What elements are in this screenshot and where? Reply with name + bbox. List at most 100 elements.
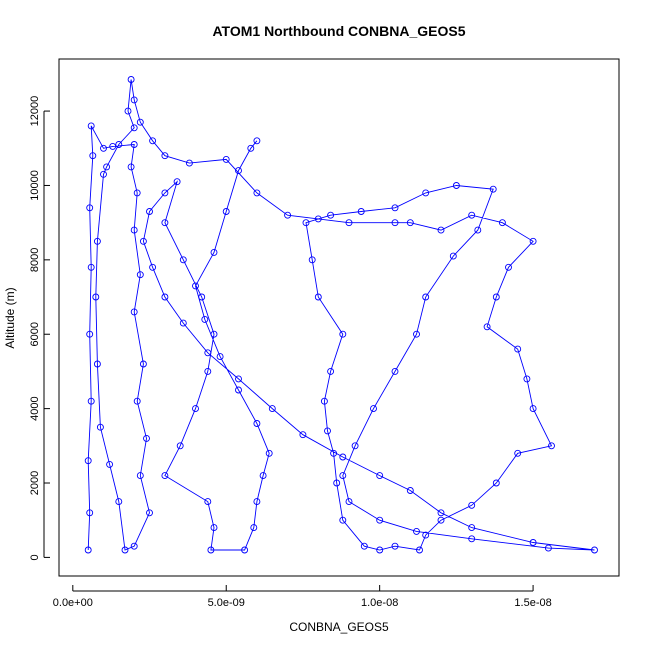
data-point xyxy=(253,189,261,197)
data-point xyxy=(130,308,138,316)
data-point xyxy=(130,124,138,132)
data-point xyxy=(376,516,384,524)
data-point xyxy=(87,122,95,130)
data-point xyxy=(391,204,399,212)
data-point xyxy=(523,375,531,383)
data-point xyxy=(146,208,153,215)
data-point xyxy=(505,263,512,271)
data-point xyxy=(314,215,322,223)
data-point xyxy=(133,189,141,197)
data-point xyxy=(96,423,104,431)
data-point xyxy=(333,479,341,487)
data-point xyxy=(130,141,138,148)
data-point xyxy=(339,330,347,338)
data-point xyxy=(216,353,224,361)
data-point xyxy=(284,211,292,219)
series-layer xyxy=(84,76,598,554)
data-point xyxy=(468,535,476,543)
data-point xyxy=(149,137,157,145)
data-point xyxy=(308,256,316,264)
data-point xyxy=(514,449,522,457)
data-point xyxy=(161,472,169,480)
data-point xyxy=(207,546,215,554)
data-point xyxy=(192,282,199,290)
data-point xyxy=(185,159,193,167)
data-point xyxy=(320,397,328,405)
data-point xyxy=(268,405,276,413)
data-point xyxy=(89,152,97,160)
data-point xyxy=(235,167,242,175)
data-point xyxy=(437,509,445,517)
data-point xyxy=(204,498,212,506)
data-point xyxy=(143,434,150,442)
data-point xyxy=(87,397,95,405)
data-point xyxy=(149,263,157,271)
data-point xyxy=(529,237,537,245)
y-tick-label: 10000 xyxy=(29,170,41,201)
data-point xyxy=(92,293,100,301)
data-point xyxy=(86,330,94,338)
y-tick-label: 12000 xyxy=(29,96,41,127)
data-point xyxy=(413,330,420,338)
data-point xyxy=(468,524,476,532)
data-point xyxy=(124,107,132,115)
x-axis-label: CONBNA_GEOS5 xyxy=(289,620,389,634)
data-point xyxy=(259,472,267,480)
data-point xyxy=(253,137,261,145)
data-point xyxy=(241,546,249,554)
data-point xyxy=(204,349,212,357)
data-point xyxy=(391,219,399,227)
data-point xyxy=(84,457,92,465)
data-point xyxy=(339,472,347,480)
data-point xyxy=(299,431,307,439)
data-point xyxy=(391,542,399,550)
data-point xyxy=(327,367,335,375)
data-point xyxy=(192,405,199,413)
data-point xyxy=(100,170,107,178)
data-point xyxy=(136,472,144,480)
data-point xyxy=(127,76,135,83)
data-point xyxy=(146,509,153,517)
data-point xyxy=(492,293,500,301)
data-point xyxy=(201,315,209,323)
data-point xyxy=(127,163,135,171)
data-point xyxy=(161,152,169,160)
data-point xyxy=(324,427,331,435)
data-point xyxy=(416,546,423,554)
x-tick-label: 5.0e-09 xyxy=(208,597,245,609)
axes-layer: 0.0e+00 5.0e-09 1.0e-08 1.5e-08 0 2000 4000 600… xyxy=(29,96,552,609)
data-point xyxy=(339,516,347,524)
data-point xyxy=(247,144,255,152)
plot-frame xyxy=(58,58,620,577)
data-point xyxy=(345,219,353,227)
data-point xyxy=(489,185,497,193)
data-point xyxy=(370,405,377,413)
data-point xyxy=(492,479,500,487)
data-point xyxy=(222,208,230,215)
data-point xyxy=(179,319,187,327)
x-tick-label: 1.0e-08 xyxy=(361,597,398,609)
data-point xyxy=(130,226,138,234)
data-point xyxy=(161,189,169,197)
data-point xyxy=(115,498,123,506)
data-point xyxy=(422,531,430,539)
data-point xyxy=(235,386,242,394)
data-point xyxy=(136,271,144,279)
data-point xyxy=(176,442,184,450)
data-point xyxy=(302,219,310,227)
x-tick-label: 1.5e-08 xyxy=(514,597,551,609)
series-line xyxy=(87,79,595,551)
data-point xyxy=(391,367,399,375)
data-point xyxy=(121,546,129,554)
data-point xyxy=(483,323,491,331)
y-tick-label: 8000 xyxy=(29,248,41,272)
data-point xyxy=(139,237,147,245)
data-point xyxy=(130,542,138,550)
y-tick-label: 6000 xyxy=(29,322,41,346)
data-point xyxy=(179,256,187,264)
data-point xyxy=(468,211,476,219)
data-point xyxy=(514,345,522,353)
data-point xyxy=(357,208,365,215)
